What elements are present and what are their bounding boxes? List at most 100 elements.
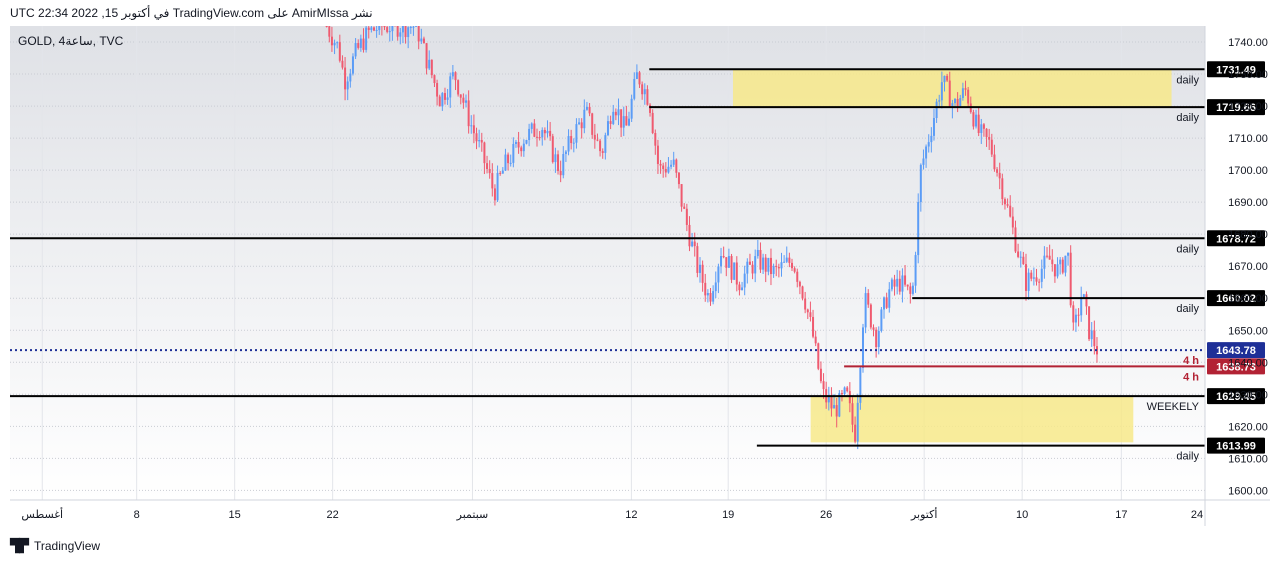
candle-body <box>567 136 570 152</box>
candle-body <box>1027 272 1030 291</box>
level-price-box <box>1207 61 1265 78</box>
candle-body <box>1072 305 1075 323</box>
level-price-box <box>1207 99 1265 116</box>
candle-body <box>975 114 978 127</box>
candle-body <box>883 297 886 310</box>
candle-body <box>1048 255 1051 260</box>
candle-body <box>762 257 765 270</box>
candle-body <box>751 264 754 274</box>
price-chart[interactable]: 1731.49 daily 1719.66 daily 1678.72 daily 1660… <box>10 5 1270 526</box>
candle-body <box>501 170 504 174</box>
candle-body <box>357 43 360 48</box>
candle-body <box>706 293 709 296</box>
candle-body <box>659 163 662 166</box>
candle-body <box>898 278 901 292</box>
candle-body <box>620 109 623 128</box>
candle-body <box>696 246 699 273</box>
candle-body <box>436 83 439 97</box>
y-tick-label: 1630.00 <box>1228 389 1268 401</box>
candle-body <box>872 327 875 330</box>
x-tick-label: 26 <box>820 509 832 521</box>
candle-body <box>1077 314 1080 316</box>
candle-body <box>1035 277 1038 282</box>
y-tick-label: 1710.00 <box>1228 133 1268 145</box>
candle-body <box>451 72 454 77</box>
candle-body <box>491 173 494 189</box>
candle-body <box>493 188 496 201</box>
candle-body <box>438 96 441 107</box>
candle-body <box>475 133 478 142</box>
candle-body <box>961 88 964 99</box>
candle-body <box>709 293 712 302</box>
candle-body <box>512 143 515 163</box>
candle-body <box>948 80 951 108</box>
candle-body <box>911 285 914 294</box>
candle-body <box>1051 259 1054 265</box>
candle-body <box>528 128 531 141</box>
candle-body <box>604 135 607 153</box>
candle-body <box>683 206 686 209</box>
candle-body <box>354 43 357 57</box>
candle-body <box>344 67 347 90</box>
candle-body <box>940 82 943 101</box>
x-tick-label: 22 <box>327 509 339 521</box>
y-tick-label: 1660.00 <box>1228 293 1268 305</box>
candle-body <box>649 104 652 113</box>
candle-body <box>946 75 949 81</box>
candle-body <box>541 129 544 138</box>
level-tag: 4 h <box>1183 355 1199 367</box>
candle-body <box>930 135 933 143</box>
candle-body <box>743 273 746 288</box>
candle-body <box>827 396 830 403</box>
candle-body <box>833 405 836 409</box>
candle-body <box>1038 281 1041 283</box>
candle-body <box>662 165 665 169</box>
candle-body <box>814 336 817 344</box>
level-price-label: 1731.49 <box>1216 64 1256 76</box>
candle-body <box>486 163 489 170</box>
supply-demand-zone <box>810 396 1134 443</box>
chart-area[interactable]: 1731.49 daily 1719.66 daily 1678.72 daily 1660… <box>10 5 1270 526</box>
x-tick-label: 10 <box>1016 509 1028 521</box>
candle-body <box>1074 314 1077 323</box>
candle-body <box>580 122 583 129</box>
candle-body <box>328 26 331 37</box>
candle-body <box>525 140 528 144</box>
y-tick-label: 1720.00 <box>1228 101 1268 113</box>
candle-body <box>764 257 767 272</box>
candle-body <box>359 38 362 48</box>
candle-body <box>535 136 538 138</box>
x-tick-label: 15 <box>229 509 241 521</box>
candle-body <box>349 73 352 82</box>
level-price-label: 1613.99 <box>1216 441 1256 453</box>
candle-body <box>396 20 399 37</box>
candle-body <box>375 30 378 32</box>
candle-body <box>717 266 720 283</box>
candle-body <box>988 137 991 140</box>
candle-body <box>1069 252 1072 306</box>
level-price-label: 1629.45 <box>1216 391 1256 403</box>
candle-body <box>714 282 717 292</box>
candle-body <box>1001 178 1004 200</box>
candle-body <box>917 202 920 256</box>
candle-body <box>488 169 491 174</box>
level-price-box <box>1207 388 1265 405</box>
candle-body <box>499 172 502 174</box>
candle-body <box>1093 330 1096 347</box>
candle-body <box>365 27 368 50</box>
level-price-box <box>1207 358 1265 375</box>
candle-body <box>927 142 930 147</box>
candle-body <box>428 59 431 69</box>
candle-body <box>551 136 554 163</box>
price-axis[interactable]: 1600.00 1610.00 1620.00 1630.00 1640.00 1650.… <box>1228 37 1268 497</box>
candle-body <box>578 122 581 125</box>
candle-body <box>625 116 628 126</box>
candle-body <box>572 142 575 144</box>
candle-body <box>509 162 512 164</box>
x-tick-label: أكتوبر <box>910 507 937 521</box>
candle-body <box>1046 255 1049 257</box>
x-tick-label: 12 <box>625 509 637 521</box>
candle-body <box>877 330 880 348</box>
time-axis[interactable]: أغسطس 8 15 22 سبتمبر 12 19 26 أكتوبر 10 17 24 <box>21 507 1203 521</box>
candle-body <box>667 166 670 173</box>
